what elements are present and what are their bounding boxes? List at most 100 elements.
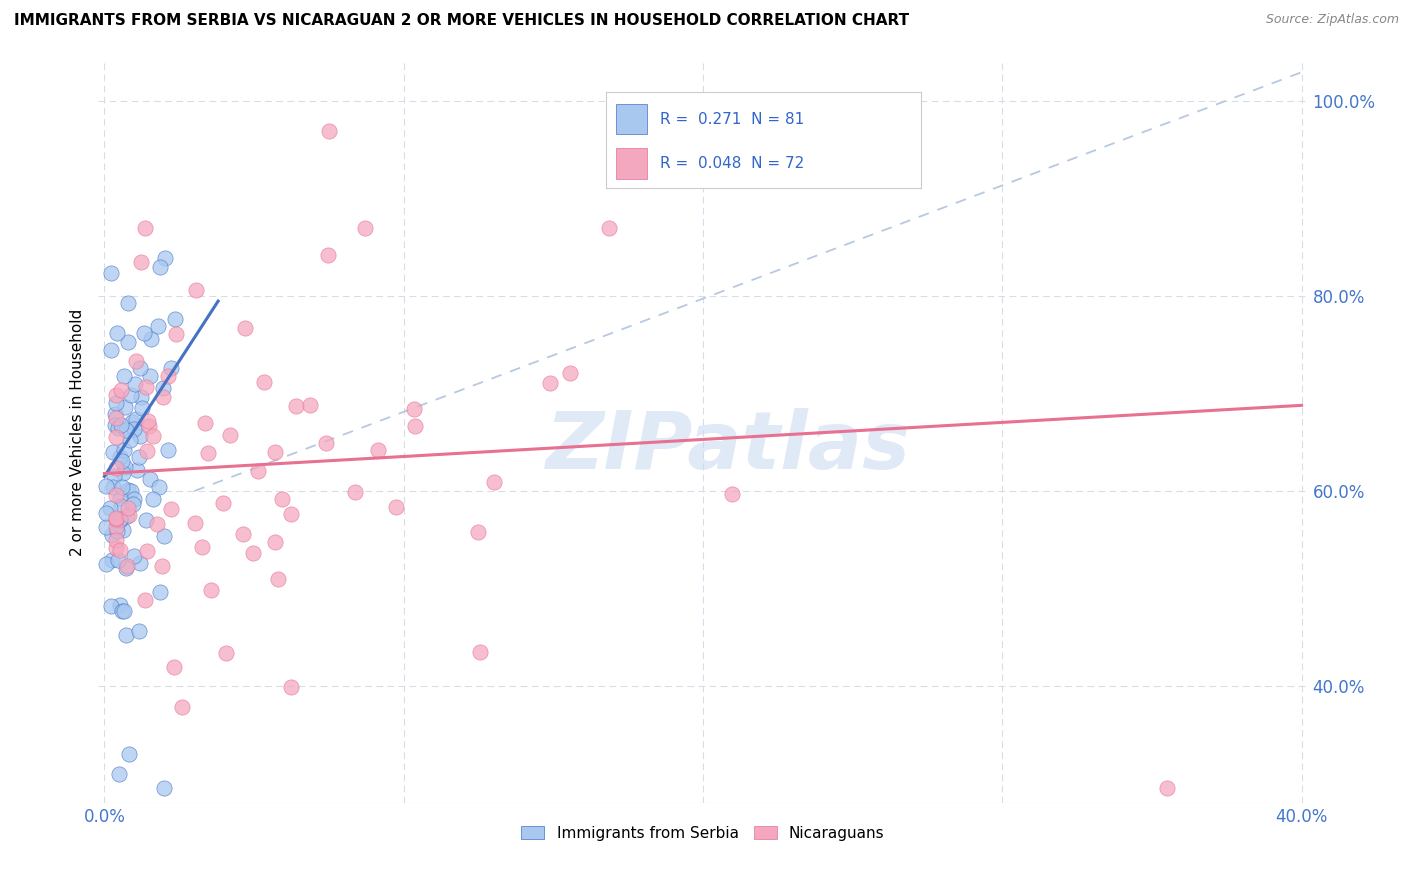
Point	[404, 419, 426, 434]
Point	[108, 542, 131, 557]
Point	[101, 445, 124, 459]
Point	[105, 430, 128, 444]
Point	[117, 334, 139, 349]
Point	[110, 417, 132, 432]
Point	[114, 400, 136, 414]
Point	[152, 381, 174, 395]
Point	[121, 415, 143, 429]
Point	[246, 464, 269, 478]
Point	[128, 450, 150, 464]
Point	[139, 332, 162, 346]
Point	[111, 524, 134, 538]
Point	[94, 520, 117, 534]
Point	[105, 326, 128, 340]
Point	[105, 388, 128, 402]
Point	[96, 506, 118, 520]
Point	[721, 486, 744, 500]
Text: IMMIGRANTS FROM SERBIA VS NICARAGUAN 2 OR MORE VEHICLES IN HOUSEHOLD CORRELATION: IMMIGRANTS FROM SERBIA VS NICARAGUAN 2 O…	[14, 13, 910, 29]
Point	[191, 541, 214, 555]
Point	[105, 533, 128, 548]
Point	[111, 604, 134, 618]
Point	[131, 401, 153, 416]
Point	[298, 398, 321, 412]
Point	[159, 502, 181, 516]
Point	[114, 460, 136, 475]
Point	[110, 598, 132, 612]
Point	[135, 544, 157, 558]
Point	[100, 266, 122, 280]
Point	[242, 546, 264, 560]
Point	[101, 528, 124, 542]
Point	[148, 480, 170, 494]
Point	[219, 427, 242, 442]
Point	[132, 326, 155, 340]
Point	[138, 418, 160, 433]
Point	[112, 368, 135, 383]
Point	[263, 535, 285, 549]
Point	[316, 248, 339, 262]
Point	[94, 557, 117, 571]
Point	[101, 553, 124, 567]
Point	[163, 660, 186, 674]
Point	[98, 501, 121, 516]
Point	[112, 604, 135, 618]
Point	[120, 433, 142, 447]
Point	[598, 221, 620, 235]
Point	[404, 401, 426, 416]
Point	[197, 445, 219, 459]
Point	[104, 417, 127, 432]
Text: Source: ZipAtlas.com: Source: ZipAtlas.com	[1265, 13, 1399, 27]
Point	[344, 485, 367, 500]
Point	[233, 321, 256, 335]
Point	[115, 559, 138, 574]
Point	[139, 472, 162, 486]
Point	[184, 516, 207, 531]
Point	[172, 700, 194, 714]
Point	[105, 410, 128, 425]
Point	[200, 582, 222, 597]
Point	[165, 312, 187, 326]
Point	[107, 421, 129, 435]
Point	[155, 251, 177, 265]
Point	[105, 541, 128, 555]
Point	[94, 479, 117, 493]
Point	[138, 368, 160, 383]
Point	[384, 500, 406, 514]
Point	[125, 354, 148, 368]
Point	[128, 624, 150, 638]
Point	[103, 468, 125, 483]
Point	[122, 497, 145, 511]
Point	[165, 327, 187, 342]
Point	[152, 781, 174, 796]
Point	[117, 501, 139, 516]
Point	[153, 529, 176, 543]
Point	[157, 442, 180, 457]
Point	[117, 483, 139, 497]
Point	[125, 412, 148, 426]
Point	[264, 444, 287, 458]
Point	[125, 463, 148, 477]
Point	[118, 747, 141, 761]
Point	[148, 319, 170, 334]
Point	[110, 383, 132, 397]
Point	[482, 475, 505, 489]
Point	[280, 507, 302, 521]
Point	[215, 646, 238, 660]
Point	[253, 375, 276, 389]
Point	[120, 388, 142, 402]
Point	[134, 592, 156, 607]
Point	[105, 461, 128, 475]
Point	[118, 508, 141, 523]
Point	[107, 766, 129, 780]
Point	[538, 376, 561, 390]
Point	[100, 599, 122, 613]
Text: ZIPatlas: ZIPatlas	[544, 409, 910, 486]
Point	[101, 480, 124, 494]
Point	[142, 429, 165, 443]
Point	[280, 681, 302, 695]
Point	[560, 366, 582, 380]
Point	[194, 416, 217, 430]
Point	[120, 483, 142, 498]
Point	[152, 390, 174, 404]
Point	[353, 221, 375, 235]
